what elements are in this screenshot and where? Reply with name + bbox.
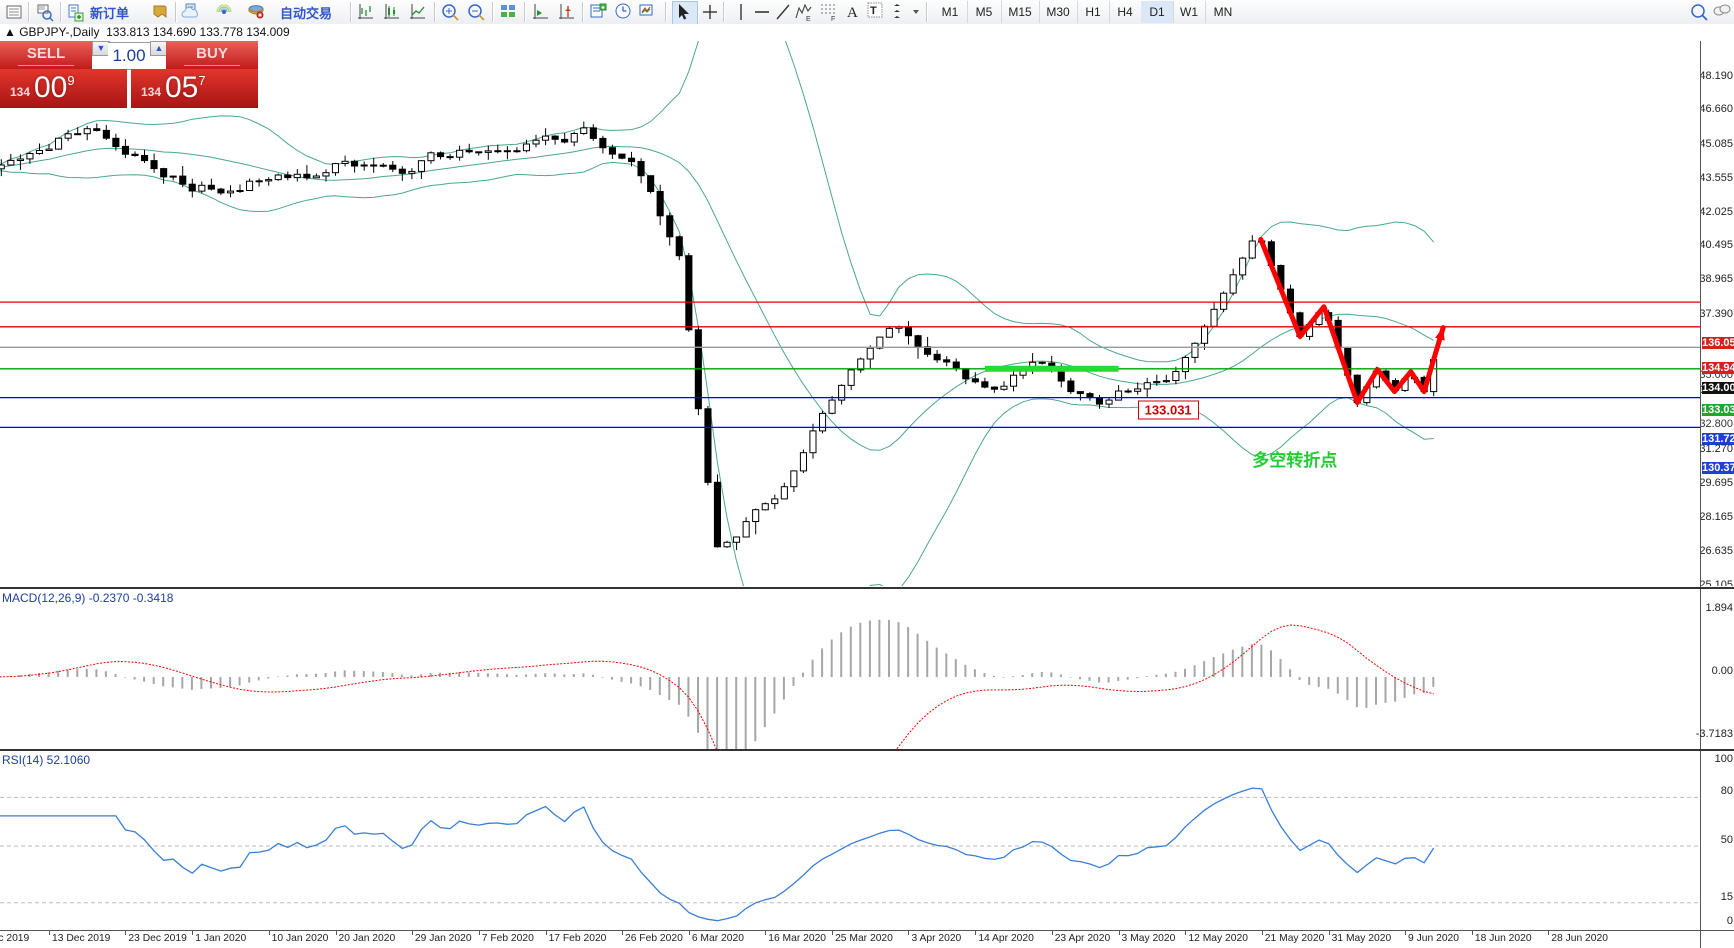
svg-text:F: F: [831, 16, 835, 22]
svg-text:E: E: [806, 16, 811, 22]
svg-text:T: T: [870, 5, 877, 17]
svg-text:A: A: [847, 5, 858, 21]
